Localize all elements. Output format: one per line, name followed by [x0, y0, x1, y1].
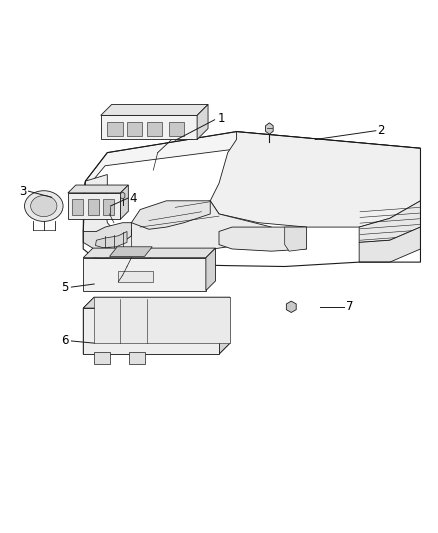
Ellipse shape: [25, 191, 63, 221]
Polygon shape: [169, 122, 184, 136]
Polygon shape: [83, 343, 230, 354]
Polygon shape: [83, 297, 94, 354]
Polygon shape: [72, 199, 83, 215]
Polygon shape: [94, 297, 230, 343]
Polygon shape: [94, 231, 105, 249]
Polygon shape: [286, 301, 296, 312]
Text: 7: 7: [346, 300, 353, 313]
Polygon shape: [265, 123, 273, 134]
Polygon shape: [83, 223, 131, 249]
Polygon shape: [206, 248, 215, 290]
Polygon shape: [83, 248, 215, 258]
Polygon shape: [110, 247, 152, 256]
Polygon shape: [68, 193, 120, 219]
Polygon shape: [131, 201, 210, 229]
Text: 2: 2: [377, 124, 385, 137]
Polygon shape: [285, 227, 307, 251]
Polygon shape: [101, 104, 208, 115]
Polygon shape: [83, 174, 123, 249]
Polygon shape: [120, 192, 125, 199]
Polygon shape: [129, 352, 145, 364]
Polygon shape: [103, 199, 114, 215]
Text: 3: 3: [19, 184, 26, 198]
Text: 5: 5: [61, 280, 68, 294]
Polygon shape: [197, 104, 208, 140]
Polygon shape: [68, 185, 128, 193]
Polygon shape: [94, 201, 272, 253]
Polygon shape: [120, 185, 128, 219]
Polygon shape: [107, 122, 123, 136]
Polygon shape: [210, 132, 420, 227]
Circle shape: [102, 125, 109, 132]
Polygon shape: [94, 352, 110, 364]
Text: 6: 6: [61, 335, 69, 348]
Polygon shape: [83, 258, 206, 290]
Polygon shape: [101, 115, 197, 140]
Polygon shape: [359, 201, 420, 243]
Polygon shape: [219, 297, 230, 354]
Polygon shape: [83, 132, 420, 192]
Text: 1: 1: [217, 112, 225, 125]
Polygon shape: [359, 227, 420, 262]
Polygon shape: [127, 122, 142, 136]
Polygon shape: [147, 122, 162, 136]
Polygon shape: [219, 227, 307, 251]
Polygon shape: [95, 231, 127, 248]
Text: 4: 4: [130, 192, 138, 205]
Polygon shape: [83, 308, 219, 354]
Polygon shape: [105, 253, 153, 266]
Polygon shape: [88, 199, 99, 215]
Ellipse shape: [31, 196, 57, 216]
Polygon shape: [118, 271, 153, 282]
Polygon shape: [83, 297, 230, 308]
